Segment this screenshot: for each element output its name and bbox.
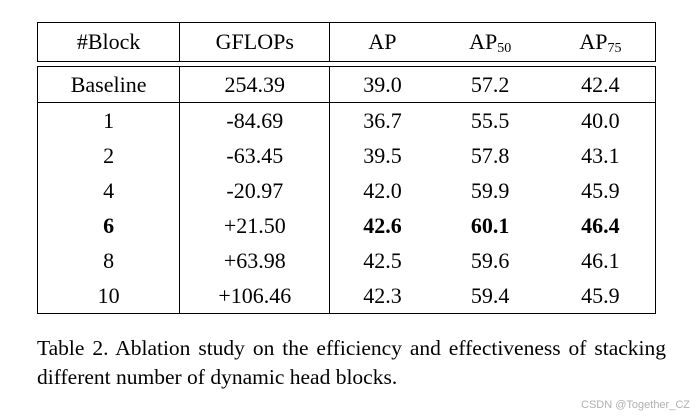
table-row: 8 +63.98 42.5 59.6 46.1 <box>37 243 656 278</box>
table-cell: -63.45 <box>179 138 331 173</box>
table-cell: -84.69 <box>179 102 331 138</box>
table-row-baseline: Baseline 254.39 39.0 57.2 42.4 <box>37 66 656 103</box>
table-row: 2 -63.45 39.5 57.8 43.1 <box>37 138 656 173</box>
table-cell: 8 <box>37 243 181 278</box>
table-cell: +106.46 <box>179 278 331 314</box>
table-cell: +63.98 <box>179 243 331 278</box>
header-gflops: GFLOPs <box>179 22 331 62</box>
table-row-best: 6 +21.50 42.6 60.1 46.4 <box>37 208 656 243</box>
table-cell: 59.6 <box>470 248 510 273</box>
watermark: CSDN @Together_CZ <box>581 399 690 411</box>
header-ap75: AP75 <box>579 29 622 56</box>
table-cell: 45.9 <box>581 283 620 308</box>
table-cell: 42.6 <box>363 213 402 238</box>
table-cell: 42.0 <box>363 178 402 203</box>
ablation-table: #Block GFLOPs AP AP50 AP75 Baseline 254.… <box>37 22 656 314</box>
table-cell: 55.5 <box>470 108 510 133</box>
table-caption: Table 2. Ablation study on the efficienc… <box>37 336 666 389</box>
table-cell: 2 <box>37 138 181 173</box>
table-cell: 45.9 <box>581 178 620 203</box>
table-cell: 59.9 <box>470 178 510 203</box>
table-cell: 6 <box>37 208 181 243</box>
table-cell: 10 <box>37 278 181 314</box>
table-cell: 42.4 <box>545 66 656 103</box>
table-row: 4 -20.97 42.0 59.9 45.9 <box>37 173 656 208</box>
table-cell: 36.7 <box>363 108 402 133</box>
table-cell: 57.2 <box>434 66 546 103</box>
table-cell: 43.1 <box>581 143 620 168</box>
table-cell: 42.3 <box>363 283 402 308</box>
header-ap: AP <box>368 29 397 54</box>
table-cell: 4 <box>37 173 181 208</box>
table-cell: 46.4 <box>581 213 620 238</box>
table-cell: 42.5 <box>363 248 402 273</box>
table-cell: Baseline <box>37 66 181 103</box>
table-row: 1 -84.69 36.7 55.5 40.0 <box>37 102 656 138</box>
table-cell: 57.8 <box>470 143 510 168</box>
header-block: #Block <box>37 22 181 62</box>
table-cell: 39.0 <box>329 66 435 103</box>
table-cell: 1 <box>37 102 181 138</box>
table-header-row: #Block GFLOPs AP AP50 AP75 <box>37 22 656 62</box>
table-cell: 254.39 <box>179 66 331 103</box>
table-cell: -20.97 <box>179 173 331 208</box>
table-cell: 60.1 <box>470 213 510 238</box>
table-cell: 46.1 <box>581 248 620 273</box>
table-cell: 59.4 <box>470 283 510 308</box>
table-cell: 40.0 <box>581 108 620 133</box>
table-cell: 39.5 <box>363 143 402 168</box>
table-cell: +21.50 <box>179 208 331 243</box>
header-ap50: AP50 <box>469 29 512 56</box>
table-row: 10 +106.46 42.3 59.4 45.9 <box>37 278 656 314</box>
